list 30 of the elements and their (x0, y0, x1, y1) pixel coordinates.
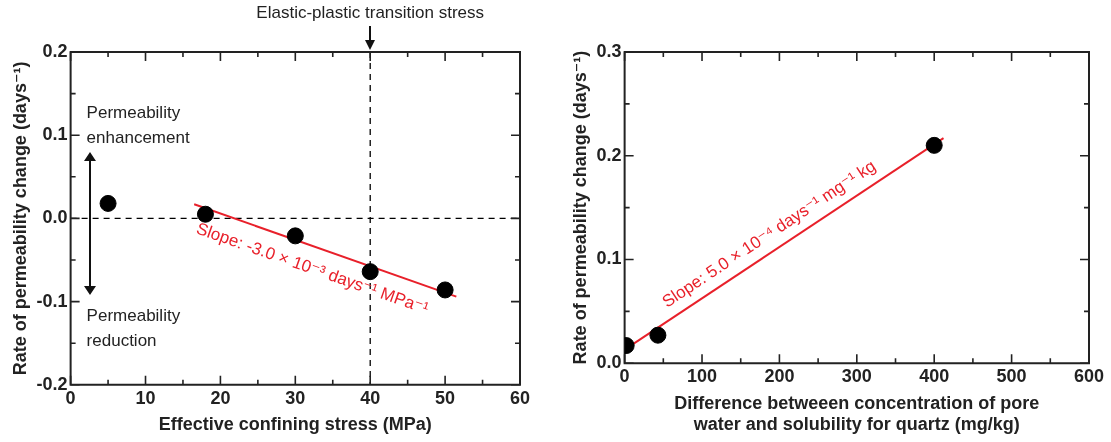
x-tick-label: 60 (509, 387, 531, 408)
x-tick-label: 30 (285, 387, 306, 408)
annotation: Permeability enhancement (86, 103, 190, 148)
y-tick-label: -0.2 (36, 373, 68, 394)
x-tick-label: 0 (619, 365, 630, 386)
x-tick-label: 500 (996, 365, 1027, 386)
ref-line-label: Elastic-plastic transition stress (256, 3, 485, 23)
y-tick-label: 0.2 (596, 144, 622, 165)
x-tick-label: 40 (360, 387, 381, 408)
y-tick-label: 0.3 (596, 40, 622, 61)
x-axis-title: Effective confining stress (MPa) (158, 414, 432, 435)
y-tick-label: 0.2 (42, 40, 68, 61)
x-tick-label: 20 (210, 387, 231, 408)
y-tick-label: -0.1 (36, 290, 68, 311)
x-axis-title: Difference betweeen concentration of pore water and solubility for quartz (mg/kg) (674, 392, 1040, 435)
x-tick-label: 300 (841, 365, 872, 386)
y-tick-label: 0.1 (596, 248, 622, 269)
x-tick-label: 100 (687, 365, 718, 386)
annotation: Slope: -3.0 × 10⁻³ days⁻¹ MPa⁻¹ (194, 218, 432, 319)
annotation: Permeability reduction (86, 306, 181, 351)
x-tick-label: 200 (764, 365, 795, 386)
y-tick-label: 0.1 (42, 124, 68, 145)
x-tick-label: 10 (135, 387, 156, 408)
x-tick-label: 50 (435, 387, 456, 408)
y-axis-title: Rate of permeability change (days⁻¹) (569, 50, 590, 365)
y-axis-title: Rate of permeability change (days⁻¹) (9, 61, 30, 376)
y-tick-label: 0.0 (42, 207, 68, 228)
x-tick-label: 0 (65, 387, 76, 408)
x-tick-label: 400 (919, 365, 950, 386)
x-tick-label: 600 (1073, 365, 1105, 386)
